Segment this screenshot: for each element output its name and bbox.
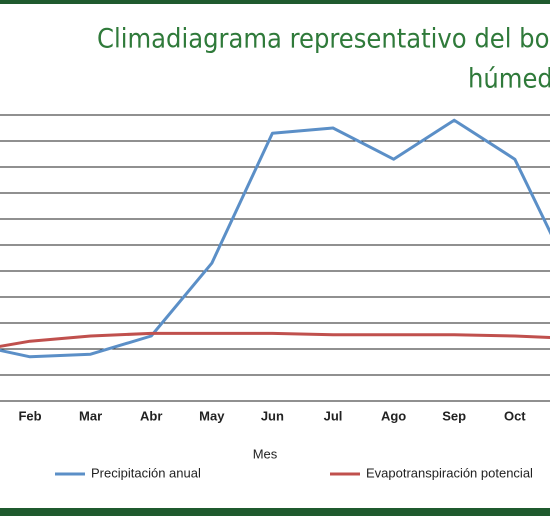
x-tick-label: Mar [79,408,102,423]
series-line [0,118,550,359]
x-tick-label: Ago [381,408,406,423]
legend-label: Evapotranspiración potencial [366,465,533,480]
x-tick-label: Feb [18,408,41,423]
chart-title: Climadiagrama representativo del bo [97,24,549,55]
x-tick-label: Jun [261,408,284,423]
top-band [0,0,550,4]
chart-title: húmed [468,64,550,95]
bottom-band [0,508,550,516]
series-line [0,331,550,348]
x-tick-label: Abr [140,408,162,423]
x-tick-label: May [199,408,225,423]
x-axis-label: Mes [253,446,278,461]
x-tick-label: Sep [442,408,466,423]
legend-label: Precipitación anual [91,465,201,480]
x-tick-label: Oct [504,408,526,423]
x-tick-label: Jul [324,408,343,423]
